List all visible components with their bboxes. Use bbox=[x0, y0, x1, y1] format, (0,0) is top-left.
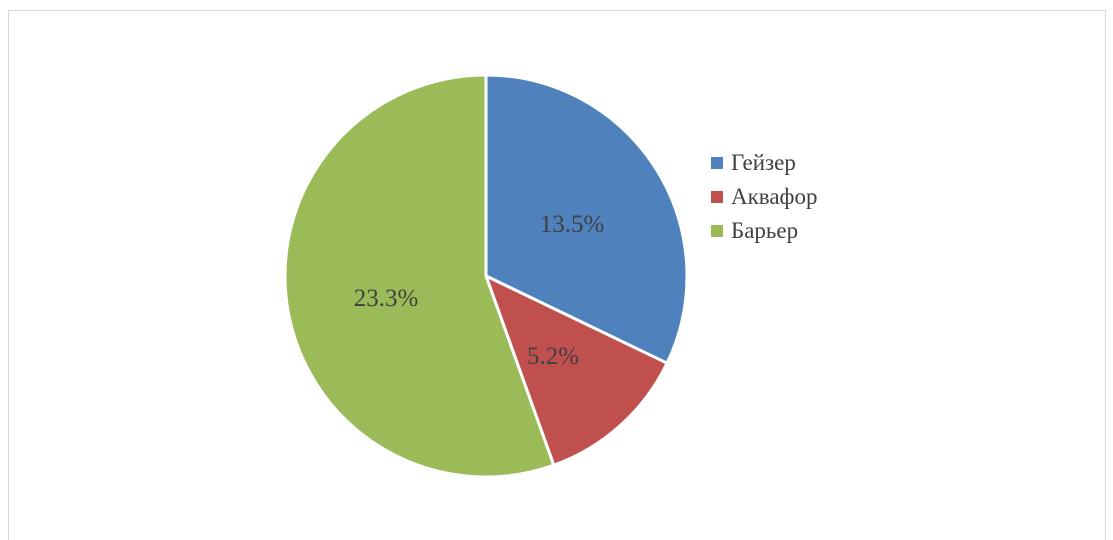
legend-swatch-akvafor bbox=[711, 191, 723, 203]
legend-item-barier: Барьер bbox=[711, 214, 817, 248]
legend: Гейзер Аквафор Барьер bbox=[711, 146, 817, 248]
legend-item-akvafor: Аквафор bbox=[711, 180, 817, 214]
legend-swatch-barier bbox=[711, 225, 723, 237]
pie-data-labels: 13.5% 5.2% 23.3% bbox=[354, 211, 605, 370]
legend-label-geyser: Гейзер bbox=[731, 150, 796, 175]
pie-slice-geyser bbox=[484, 73, 689, 365]
legend-swatch-geyser bbox=[711, 157, 723, 169]
legend-item-geyser: Гейзер bbox=[711, 146, 817, 180]
data-label-akvafor: 5.2% bbox=[527, 343, 579, 370]
data-label-barier: 23.3% bbox=[354, 285, 419, 312]
legend-label-barier: Барьер bbox=[731, 218, 799, 243]
legend-label-akvafor: Аквафор bbox=[731, 184, 818, 209]
pie-slice-barier bbox=[283, 73, 556, 479]
pie-slice-akvafor bbox=[484, 274, 669, 467]
pie-slices bbox=[283, 73, 689, 479]
data-label-geyser: 13.5% bbox=[540, 211, 605, 238]
